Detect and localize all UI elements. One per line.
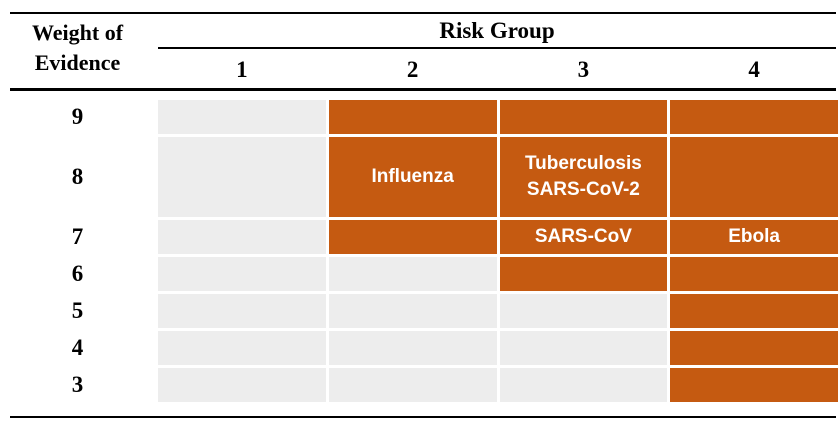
matrix-cell-woe9-rg3: [499, 100, 668, 134]
weight-label-4: 4: [71, 335, 84, 360]
matrix-cell-woe5-rg3: [499, 294, 668, 328]
risk-matrix: 9 8 Influenza Tuberculosis SARS-CoV-2 7 SARS-C…: [0, 100, 838, 405]
matrix-cell-woe7-rg3: SARS-CoV: [499, 220, 668, 254]
bottom-rule: [10, 416, 836, 418]
weight-label-5: 5: [71, 298, 84, 323]
matrix-cell-woe5-rg4: [670, 294, 838, 328]
matrix-row-weight-6: 6: [0, 257, 838, 291]
weight-of-evidence-line1: Weight of: [31, 20, 124, 45]
matrix-cell-woe7-rg1: [158, 220, 326, 254]
matrix-cell-woe8-rg3: Tuberculosis SARS-CoV-2: [499, 137, 668, 217]
header-separator-rule: [10, 88, 836, 91]
risk-group-column-numbers: 1 2 3 4: [158, 54, 838, 86]
matrix-cell-woe5-rg1: [158, 294, 326, 328]
matrix-cell-woe6-rg3: [499, 257, 668, 291]
weight-label-3: 3: [71, 372, 84, 397]
matrix-cell-woe3-rg1: [158, 368, 326, 402]
matrix-cell-woe7-rg2: [328, 220, 497, 254]
matrix-cell-woe4-rg2: [328, 331, 497, 365]
matrix-cell-woe3-rg2: [328, 368, 497, 402]
risk-group-column-4: 4: [748, 57, 760, 82]
weight-label-8: 8: [71, 164, 84, 189]
weight-label-7: 7: [71, 224, 84, 249]
matrix-cell-woe4-rg4: [670, 331, 838, 365]
matrix-row-weight-7: 7 SARS-CoV Ebola: [0, 220, 838, 254]
matrix-cell-woe4-rg1: [158, 331, 326, 365]
matrix-cell-woe9-rg4: [670, 100, 838, 134]
matrix-cell-woe6-rg4: [670, 257, 838, 291]
matrix-cell-woe4-rg3: [499, 331, 668, 365]
matrix-cell-woe3-rg3: [499, 368, 668, 402]
matrix-row-weight-4: 4: [0, 331, 838, 365]
matrix-cell-woe9-rg1: [158, 100, 326, 134]
risk-group-column-3: 3: [577, 57, 590, 82]
pathogen-label: Tuberculosis: [524, 153, 642, 174]
matrix-row-weight-5: 5: [0, 294, 838, 328]
matrix-cell-woe9-rg2: [328, 100, 497, 134]
risk-group-column-2: 2: [406, 57, 419, 82]
risk-group-header: Risk Group: [439, 18, 555, 43]
matrix-row-weight-9: 9: [0, 100, 838, 134]
matrix-row-weight-8: 8 Influenza Tuberculosis SARS-CoV-2: [0, 137, 838, 217]
risk-group-underline: [158, 47, 836, 49]
pathogen-label: Ebola: [728, 226, 780, 247]
matrix-cell-woe3-rg4: [670, 368, 838, 402]
matrix-row-weight-3: 3: [0, 368, 838, 402]
weight-of-evidence-line2: Evidence: [34, 50, 121, 75]
risk-group-column-1: 1: [236, 57, 248, 82]
pathogen-label: SARS-CoV-2: [526, 179, 640, 200]
weight-label-6: 6: [71, 261, 84, 286]
matrix-cell-woe6-rg2: [328, 257, 497, 291]
weight-label-9: 9: [71, 104, 84, 129]
matrix-cell-woe8-rg4: [670, 137, 838, 217]
matrix-cell-woe8-rg1: [158, 137, 326, 217]
pathogen-label: SARS-CoV: [534, 226, 632, 247]
top-rule: [10, 12, 836, 14]
matrix-cell-woe6-rg1: [158, 257, 326, 291]
matrix-cell-woe8-rg2: Influenza: [328, 137, 497, 217]
weight-of-evidence-header: Weight of Evidence: [0, 18, 155, 78]
pathogen-label: Influenza: [371, 166, 454, 187]
matrix-cell-woe7-rg4: Ebola: [670, 220, 838, 254]
matrix-cell-woe5-rg2: [328, 294, 497, 328]
